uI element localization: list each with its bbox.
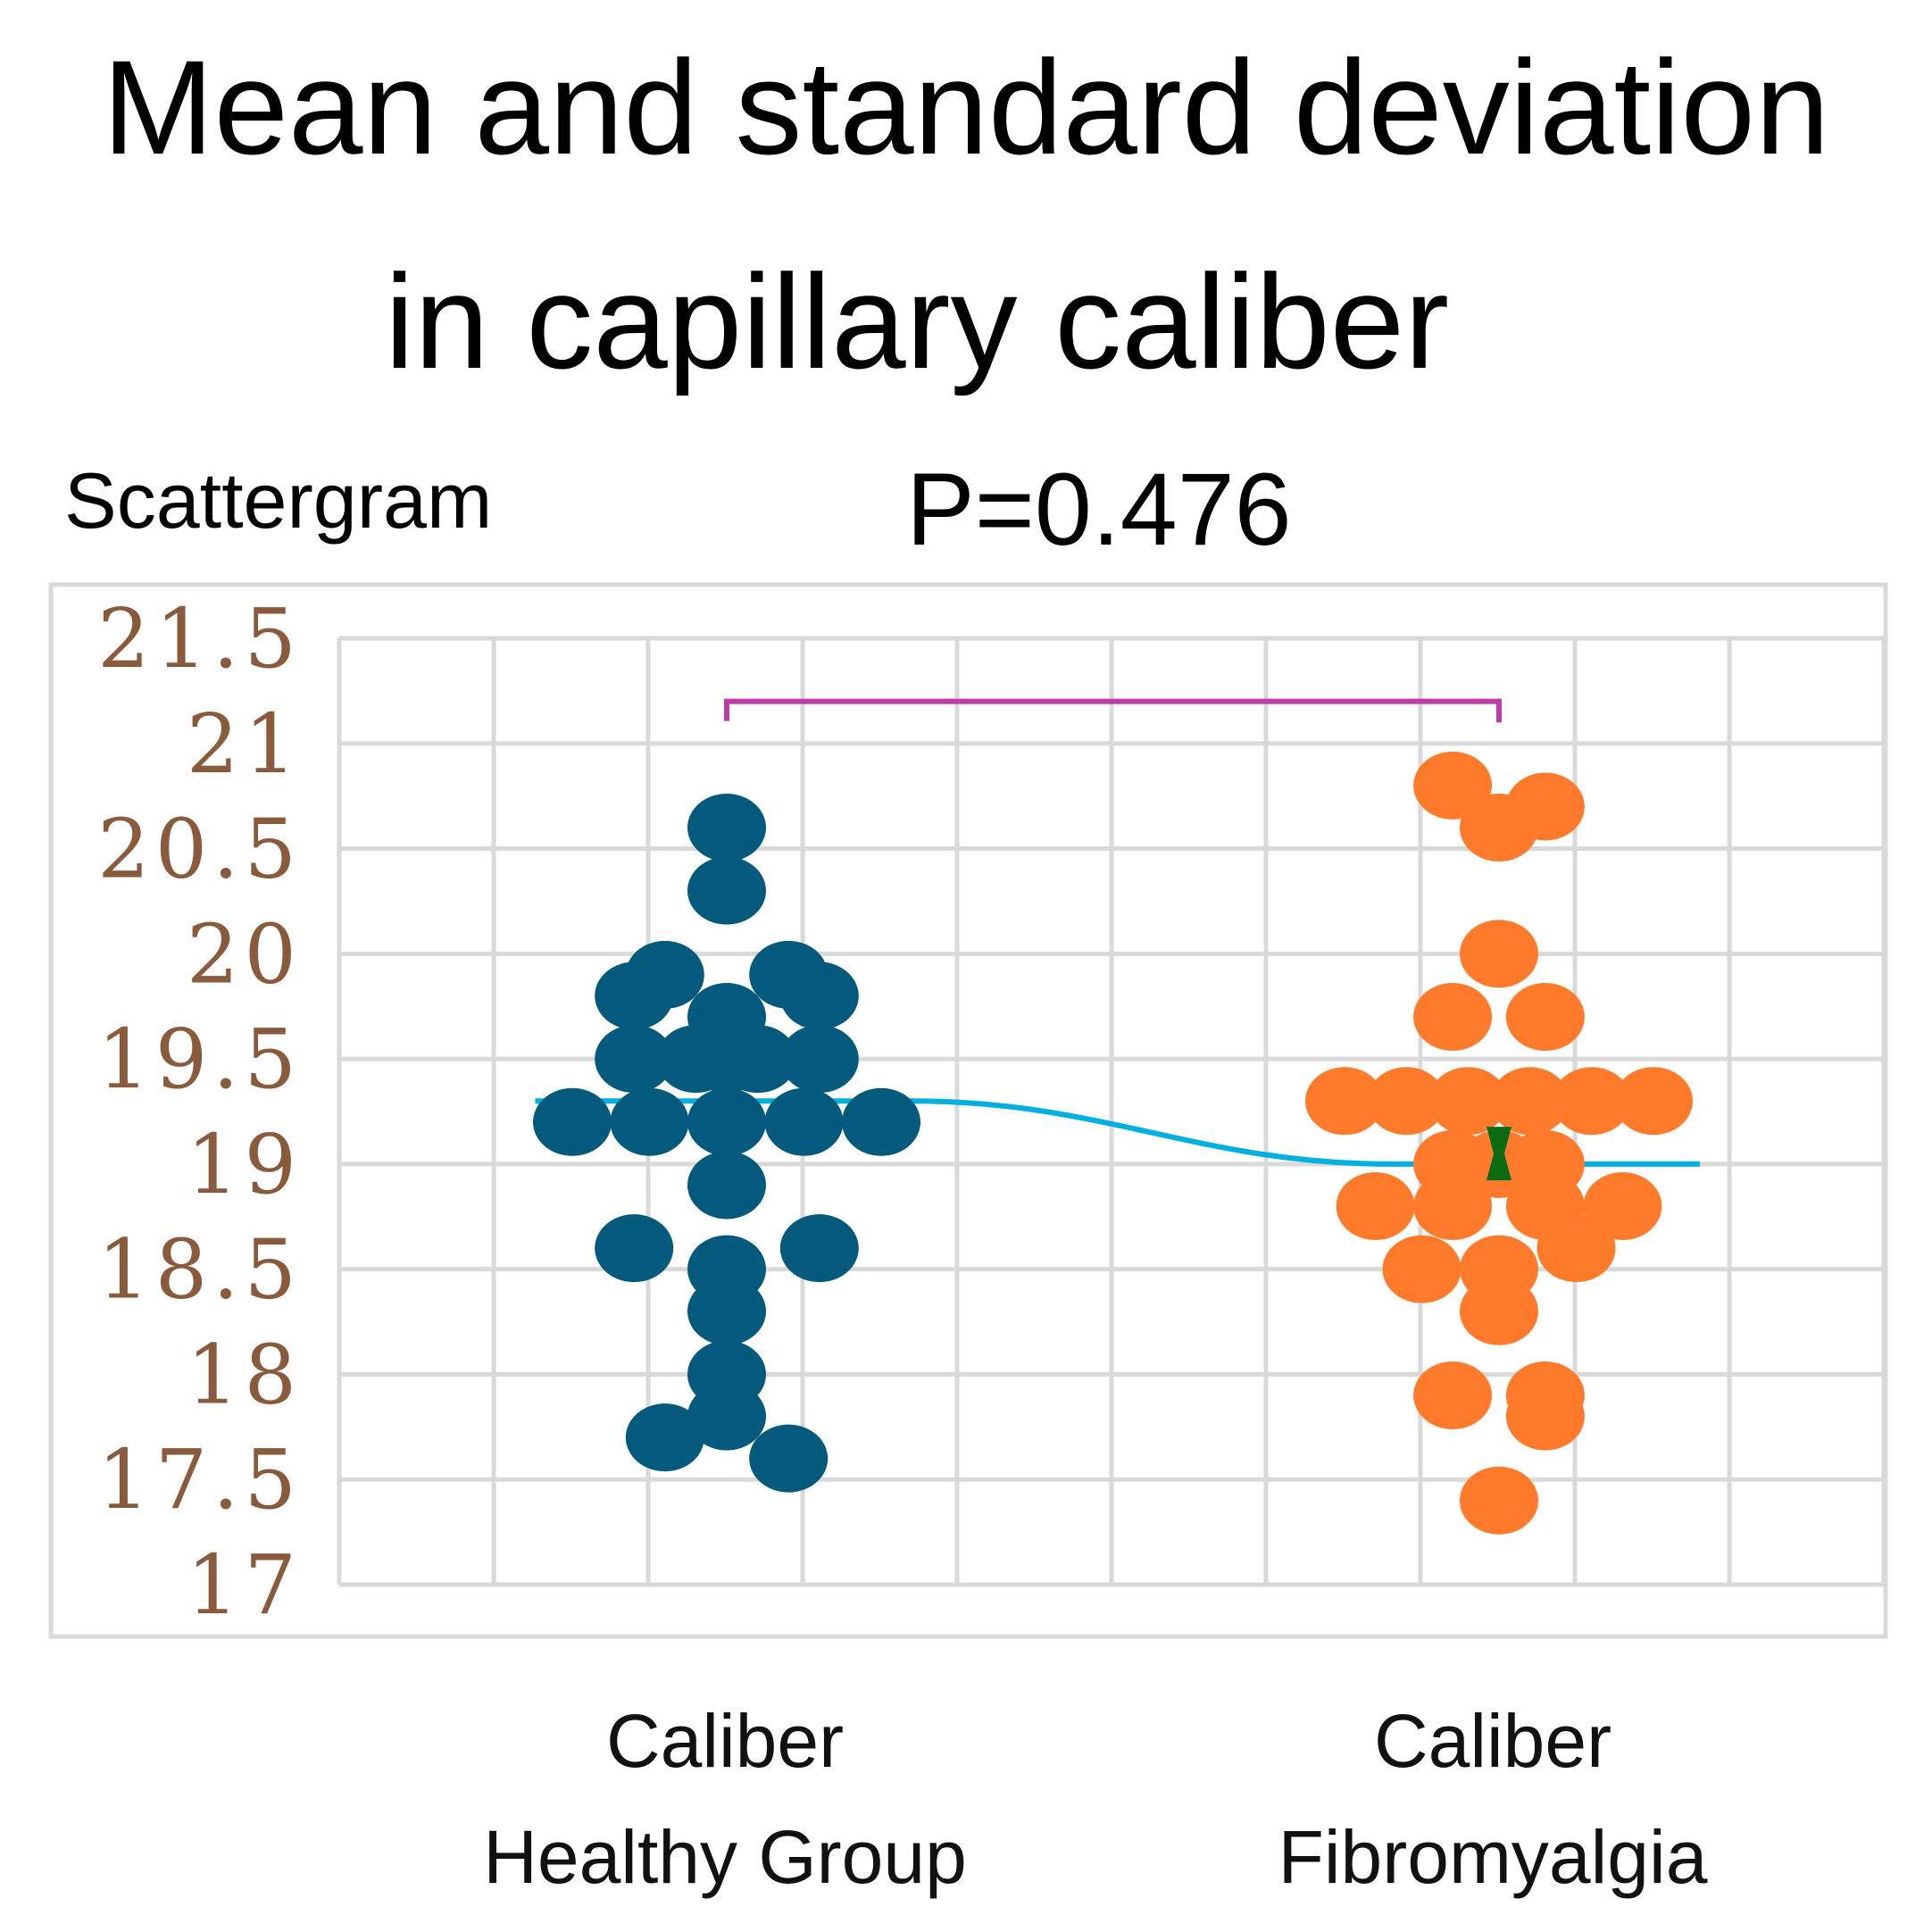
fibromyalgia-point <box>1336 1172 1415 1240</box>
healthy-group-point <box>610 1087 689 1156</box>
chart-subtitle: Scattergram <box>64 456 493 545</box>
x-category-healthy-line-2: Healthy Group <box>483 1815 967 1900</box>
healthy-group-point <box>842 1087 920 1156</box>
fibromyalgia-point <box>1305 1067 1384 1136</box>
healthy-group-point <box>779 962 859 1030</box>
y-tick-label: 20 <box>187 906 302 1002</box>
fibromyalgia-point <box>1367 1067 1446 1136</box>
healthy-group-point <box>687 794 766 862</box>
fibromyalgia-point <box>1536 1214 1616 1283</box>
healthy-group-point <box>595 962 674 1030</box>
fibromyalgia-point <box>1460 794 1538 862</box>
p-value-annotation: P=0.476 <box>906 453 1292 567</box>
fibromyalgia-point <box>1382 1235 1461 1303</box>
fibromyalgia-point <box>1460 1466 1538 1535</box>
healthy-group-point <box>749 1424 829 1493</box>
healthy-group-point <box>533 1087 612 1156</box>
fibromyalgia-point <box>1505 1382 1585 1451</box>
y-tick-label: 18.5 <box>97 1222 302 1318</box>
healthy-group-point <box>764 1087 844 1156</box>
x-category-fibromyalgia-line-1: Caliber <box>1373 1699 1612 1783</box>
y-tick-label: 17.5 <box>97 1432 302 1528</box>
y-tick-label: 21 <box>187 696 302 792</box>
y-tick-label: 18 <box>187 1327 302 1422</box>
significance-bracket <box>724 698 1502 723</box>
fibromyalgia-point <box>1413 983 1493 1051</box>
fibromyalgia-point <box>1428 1067 1508 1136</box>
chart-title-line-1: Mean and standard deviation <box>102 32 1830 182</box>
healthy-group-point <box>687 856 766 925</box>
healthy-group-point <box>687 1087 766 1156</box>
fibromyalgia-point <box>1583 1172 1662 1240</box>
mean-line-layer <box>535 1098 1700 1167</box>
chart-title-line-2: in capillary caliber <box>384 246 1450 396</box>
y-tick-label: 17 <box>187 1537 302 1633</box>
mean-line <box>535 1098 1700 1167</box>
fibromyalgia-mean-marker <box>1486 1127 1511 1181</box>
y-tick-label: 19.5 <box>97 1012 302 1107</box>
healthy-group-point <box>779 1214 859 1283</box>
x-category-healthy-line-1: Caliber <box>605 1699 845 1783</box>
fibromyalgia-point <box>1505 983 1585 1051</box>
data-points <box>533 751 1693 1535</box>
fibromyalgia-point <box>1490 1067 1570 1136</box>
healthy-group-point <box>595 1025 674 1094</box>
fibromyalgia-point <box>1460 920 1538 988</box>
healthy-group-point <box>718 1025 797 1094</box>
fibromyalgia-point <box>1460 1277 1538 1345</box>
healthy-group-point <box>687 1277 766 1345</box>
x-category-healthy-group: Caliber Healthy Group <box>412 1683 1037 1915</box>
fibromyalgia-point <box>1552 1067 1631 1136</box>
fibromyalgia-point <box>1413 1361 1493 1429</box>
fibromyalgia-point <box>1614 1067 1693 1136</box>
x-category-fibromyalgia: Caliber Fibromyalgia <box>1180 1683 1805 1915</box>
y-axis-ticks: 21.521 20.520 19.5 19 18.518 17.517 <box>97 591 302 1633</box>
healthy-group-point <box>687 1382 766 1451</box>
fibromyalgia-point <box>1413 1172 1493 1240</box>
healthy-group-point <box>625 1403 704 1472</box>
y-tick-label: 20.5 <box>97 802 302 897</box>
overlay-layer <box>724 698 1511 1181</box>
x-category-fibromyalgia-line-2: Fibromyalgia <box>1278 1815 1708 1900</box>
healthy-group-point <box>595 1214 674 1283</box>
y-tick-label: 21.5 <box>97 591 302 687</box>
healthy-group-point <box>779 1025 859 1094</box>
y-tick-label: 19 <box>187 1117 302 1212</box>
fibromyalgia-point <box>1413 751 1493 820</box>
healthy-group-point <box>687 1151 766 1220</box>
